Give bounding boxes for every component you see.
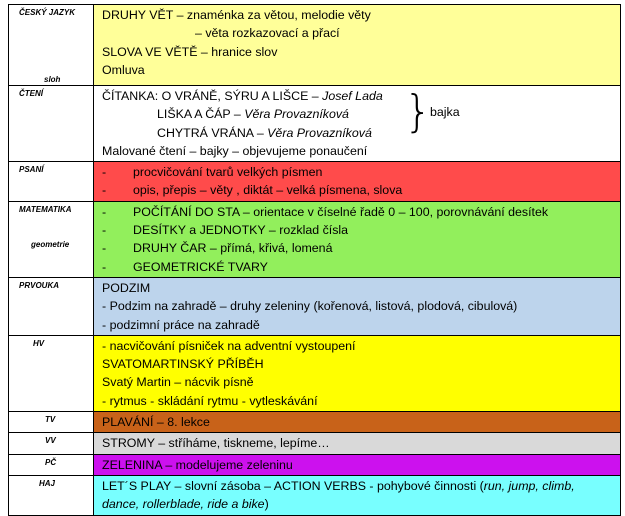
content-cell-hv: - nacvičování písniček na adventní vysto… [93, 334, 621, 413]
book-author: Josef Lada [322, 89, 383, 103]
subject-cell-tv: TV [8, 411, 94, 434]
content-cell-vv: STROMY – stříháme, tiskneme, lepíme… [93, 432, 621, 455]
line-text: LET´S PLAY – slovní zásoba – ACTION VERB… [102, 478, 484, 493]
book-title: LIŠKA A ČÁP – [157, 107, 245, 122]
curly-brace-icon: } [404, 86, 432, 137]
subject-cell-hv: HV [8, 334, 94, 413]
content-line: SVATOMARTINSKÝ PŘÍBĚH [102, 357, 264, 372]
subject-name: TV [45, 415, 56, 425]
subject-name: PČ [45, 457, 57, 467]
row-cesky-jazyk: ČESKÝ JAZYK sloh DRUHY VĚT – znaménka za… [8, 4, 621, 86]
subject-cell-pc: PČ [8, 453, 94, 476]
subject-name: PSANÍ [19, 165, 44, 175]
content-line: CHYTRÁ VRÁNA – Věra Provazníková [102, 124, 616, 142]
line-text: DESÍTKY a JEDNOTKY – rozklad čísla [133, 223, 349, 238]
content-cell-cesky-jazyk: DRUHY VĚT – znaménka za větou, melodie v… [93, 4, 621, 86]
content-cell-cteni: ČÍTANKA: O VRÁNĚ, SÝRU A LIŠCE – Josef L… [93, 84, 621, 163]
content-cell-prvouka: PODZIM - Podzim na zahradě – druhy zelen… [93, 276, 621, 336]
reading-books-group: ČÍTANKA: O VRÁNĚ, SÝRU A LIŠCE – Josef L… [102, 87, 616, 142]
plan-table: ČESKÝ JAZYK sloh DRUHY VĚT – znaménka za… [8, 4, 621, 516]
brace-label: bajka [430, 105, 460, 119]
bullet: - [102, 241, 107, 256]
subject-cell-vv: VV [8, 432, 94, 455]
bullet: - [102, 165, 107, 180]
row-haj: HAJ LET´S PLAY – slovní zásoba – ACTION … [8, 474, 621, 516]
content-line: PLAVÁNÍ – 8. lekce [102, 415, 210, 430]
line-text: GEOMETRICKÉ TVARY [133, 259, 268, 274]
subject-cell-cesky-jazyk: ČESKÝ JAZYK sloh [8, 4, 94, 86]
subject-name: HV [33, 338, 45, 348]
content-cell-tv: PLAVÁNÍ – 8. lekce [93, 411, 621, 434]
book-author: Věra Provazníková [244, 107, 349, 122]
content-line: DRUHY VĚT – znaménka za větou, melodie v… [102, 8, 371, 22]
content-line: ČÍTANKA: O VRÁNĚ, SÝRU A LIŠCE – Josef L… [102, 87, 616, 105]
content-line: - podzimní práce na zahradě [102, 317, 260, 332]
row-prvouka: PRVOUKA PODZIM - Podzim na zahradě – dru… [8, 276, 621, 336]
subject-cell-psani: PSANÍ [8, 161, 94, 202]
row-psani: PSANÍ - procvičování tvarů velkých písmen… [8, 161, 621, 202]
bullet: - [102, 259, 107, 274]
bullet: - [102, 223, 107, 238]
content-line: - DRUHY ČAR – přímá, křivá, lomená [102, 239, 616, 257]
row-tv: TV PLAVÁNÍ – 8. lekce [8, 411, 621, 434]
content-line: - opis, přepis – věty , diktát – velká pí… [102, 181, 616, 199]
content-line: - POČÍTÁNÍ DO STA – orientace v číselné ř… [102, 203, 616, 221]
content-line: Malované čtení – bajky – objevujeme pona… [102, 143, 368, 158]
content-line: ZELENINA – modelujeme zeleninu [102, 457, 293, 472]
row-vv: VV STROMY – stříháme, tiskneme, lepíme… [8, 432, 621, 455]
subject-name: MATEMATIKA [19, 204, 72, 214]
row-pc: PČ ZELENINA – modelujeme zeleninu [8, 453, 621, 476]
content-line: - GEOMETRICKÉ TVARY [102, 258, 616, 276]
content-line: LET´S PLAY – slovní zásoba – ACTION VERB… [102, 477, 616, 495]
subject-name: ČESKÝ JAZYK [19, 8, 76, 17]
content-cell-matematika: - POČÍTÁNÍ DO STA – orientace v číselné ř… [93, 200, 621, 278]
row-cteni: ČTENÍ ČÍTANKA: O VRÁNĚ, SÝRU A LIŠCE – J… [8, 84, 621, 163]
subject-subtopic: sloh [44, 75, 61, 84]
line-text: POČÍTÁNÍ DO STA – orientace v číselné řa… [133, 204, 549, 219]
content-line: – věta rozkazovací a přací [195, 26, 340, 41]
line-italic: run, jump, climb, [483, 478, 575, 493]
subject-name: HAJ [39, 478, 56, 488]
subject-name: ČTENÍ [19, 89, 43, 98]
content-line: PODZIM [102, 280, 151, 295]
content-cell-pc: ZELENINA – modelujeme zeleninu [93, 453, 621, 476]
book-title: CHYTRÁ VRÁNA – [157, 125, 268, 140]
content-line: - DESÍTKY a JEDNOTKY – rozklad čísla [102, 221, 616, 239]
row-hv: HV - nacvičování písniček na adventní vy… [8, 334, 621, 413]
bullet: - [102, 183, 107, 198]
content-line: LIŠKA A ČÁP – Věra Provazníková [102, 105, 616, 123]
line-text: DRUHY ČAR – přímá, křivá, lomená [133, 241, 333, 256]
bullet: - [102, 204, 107, 219]
content-line: - Podzim na zahradě – druhy zeleniny (ko… [102, 299, 518, 314]
content-line: - rytmus - skládání rytmu - vytleskávání [102, 393, 318, 408]
content-line: - nacvičování písniček na adventní vysto… [102, 338, 356, 353]
line-text: ) [264, 497, 269, 512]
subject-name: PRVOUKA [19, 280, 60, 290]
book-author: Věra Provazníková [267, 125, 372, 140]
content-cell-psani: - procvičování tvarů velkých písmen - opis… [93, 161, 621, 202]
subject-name: VV [45, 436, 56, 446]
content-line: SLOVA VE VĚTĚ – hranice slov [102, 44, 278, 59]
content-cell-haj: LET´S PLAY – slovní zásoba – ACTION VERB… [93, 474, 621, 516]
line-italic: dance, rollerblade, ride a bike [102, 497, 265, 512]
subject-cell-prvouka: PRVOUKA [8, 276, 94, 336]
content-line: - procvičování tvarů velkých písmen [102, 163, 616, 181]
subject-cell-matematika: MATEMATIKA geometrie [8, 200, 94, 278]
content-line: dance, rollerblade, ride a bike) [102, 495, 616, 513]
book-title: ČÍTANKA: O VRÁNĚ, SÝRU A LIŠCE – [102, 89, 323, 103]
row-matematika: MATEMATIKA geometrie - POČÍTÁNÍ DO STA – … [8, 200, 621, 278]
subject-cell-haj: HAJ [8, 474, 94, 516]
line-text: procvičování tvarů velkých písmen [133, 165, 323, 180]
content-line: STROMY – stříháme, tiskneme, lepíme… [102, 436, 330, 451]
content-line: Svatý Martin – nácvik písně [102, 375, 254, 390]
line-text: opis, přepis – věty , diktát – velká pís… [133, 183, 403, 198]
subject-cell-cteni: ČTENÍ [8, 84, 94, 163]
weekly-plan: ČESKÝ JAZYK sloh DRUHY VĚT – znaménka za… [8, 4, 621, 516]
subject-subtopic: geometrie [31, 239, 70, 249]
content-line: Omluva [102, 62, 145, 77]
